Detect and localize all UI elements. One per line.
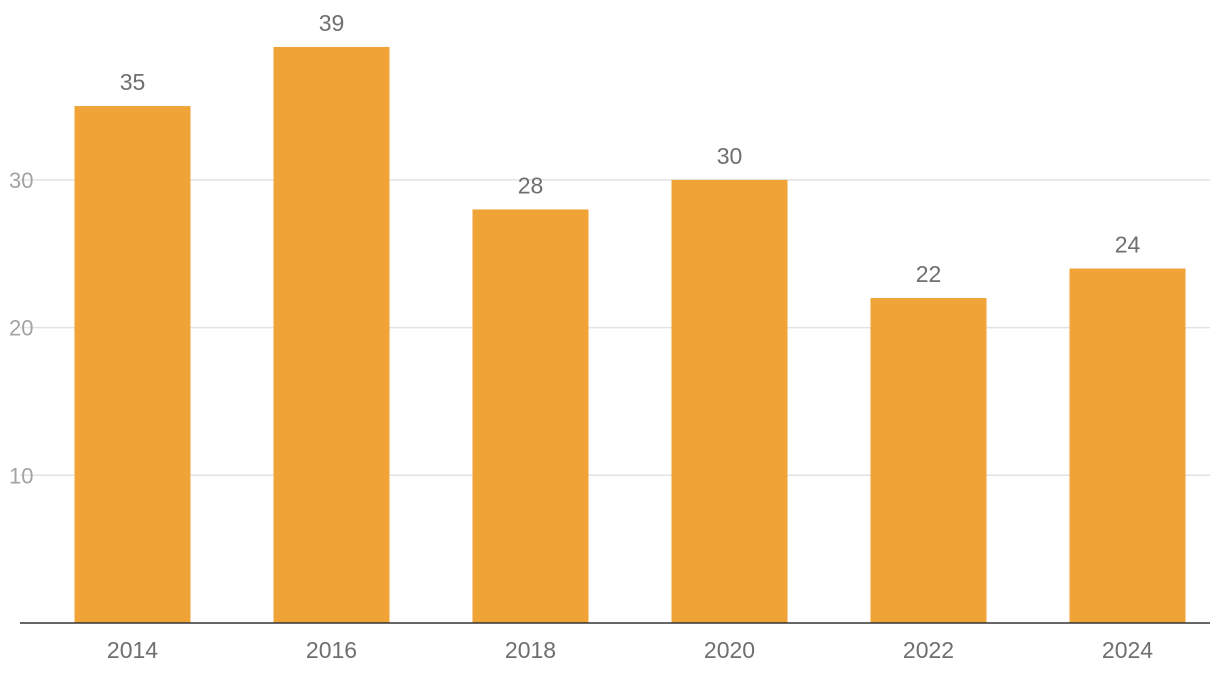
bar-2014 <box>74 106 191 624</box>
data-label-2024: 24 <box>1115 232 1141 258</box>
y-tick-label: 10 <box>9 463 33 488</box>
data-label-2016: 39 <box>319 10 345 36</box>
x-tick-label: 2020 <box>704 637 755 663</box>
data-labels: 35 39 28 30 22 24 <box>120 10 1141 287</box>
data-label-2020: 30 <box>717 143 743 169</box>
data-label-2022: 22 <box>916 261 942 287</box>
x-axis-ticks: 2014 2016 2018 2020 2022 2024 <box>107 637 1153 663</box>
x-tick-label: 2014 <box>107 637 158 663</box>
bar-2024 <box>1069 268 1186 623</box>
y-axis-ticks: 10 20 30 <box>9 168 33 488</box>
x-tick-label: 2018 <box>505 637 556 663</box>
bars <box>74 46 1186 624</box>
data-label-2014: 35 <box>120 69 146 95</box>
x-tick-label: 2022 <box>903 637 954 663</box>
y-tick-label: 20 <box>9 316 33 341</box>
bar-2022 <box>870 298 987 623</box>
data-label-2018: 28 <box>518 172 544 198</box>
bar-2020 <box>671 179 788 623</box>
bar-2016 <box>273 46 390 624</box>
x-tick-label: 2024 <box>1102 637 1153 663</box>
gridlines <box>20 179 1210 477</box>
x-tick-label: 2016 <box>306 637 357 663</box>
bar-2018 <box>472 209 589 623</box>
y-tick-label: 30 <box>9 168 33 193</box>
